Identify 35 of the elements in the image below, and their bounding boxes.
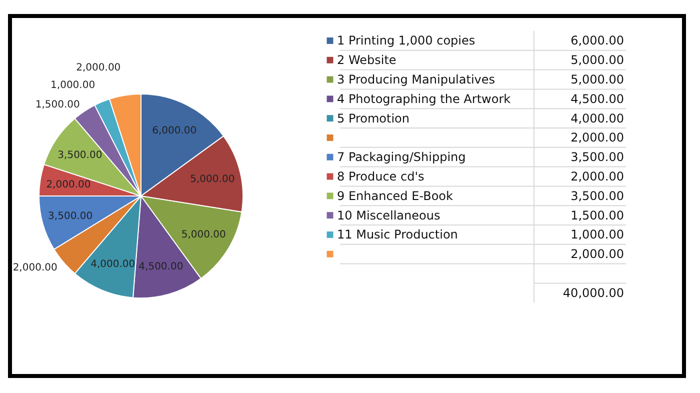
legend-label: 5 Promotion bbox=[337, 111, 410, 126]
data-label: 2,000.00 bbox=[46, 180, 91, 191]
legend-label: 7 Packaging/Shipping bbox=[337, 150, 466, 164]
data-label: 3,500.00 bbox=[48, 210, 93, 222]
text: 3,500.00 bbox=[570, 188, 624, 203]
text: 5,000.00 bbox=[570, 72, 624, 86]
legend-label: 9 Enhanced E-Book bbox=[337, 188, 454, 203]
text: 3,500.00 bbox=[570, 150, 624, 164]
text: 4,000.00 bbox=[570, 111, 624, 126]
data-label: 2,000.00 bbox=[76, 62, 121, 74]
legend-label: 10 Miscellaneous bbox=[337, 208, 440, 222]
legend-label: 4 Photographing the Artwork bbox=[337, 92, 511, 106]
data-label: 1,500.00 bbox=[35, 100, 80, 111]
text: 1,000.00 bbox=[570, 228, 624, 242]
text: 2,000.00 bbox=[570, 170, 624, 184]
legend-label: 2 Website bbox=[337, 53, 396, 68]
legend-label: 3 Producing Manipulatives bbox=[337, 72, 496, 86]
text: 5,000.00 bbox=[570, 53, 624, 68]
data-label: 5,000.00 bbox=[190, 174, 235, 185]
data-label: 4,000.00 bbox=[90, 258, 136, 270]
text: 1,500.00 bbox=[570, 208, 624, 222]
data-label: 1,000.00 bbox=[50, 80, 96, 92]
data-label: 4,500.00 bbox=[138, 262, 184, 273]
text: 2,000.00 bbox=[570, 247, 624, 262]
data-label: 6,000.00 bbox=[152, 126, 197, 137]
data-label: 3,500.00 bbox=[58, 150, 102, 162]
legend-label: 11 Music Production bbox=[337, 228, 458, 242]
legend-label: 8 Produce cd's bbox=[337, 170, 424, 184]
text: 2,000.00 bbox=[570, 130, 624, 145]
data-label: 5,000.00 bbox=[181, 229, 226, 240]
text: 6,000.00 bbox=[570, 34, 624, 48]
text: 40,000.00 bbox=[562, 286, 624, 300]
text: 4,500.00 bbox=[570, 92, 624, 106]
legend-label: 1 Printing 1,000 copies bbox=[337, 34, 476, 48]
data-label: 2,000.00 bbox=[12, 262, 58, 274]
